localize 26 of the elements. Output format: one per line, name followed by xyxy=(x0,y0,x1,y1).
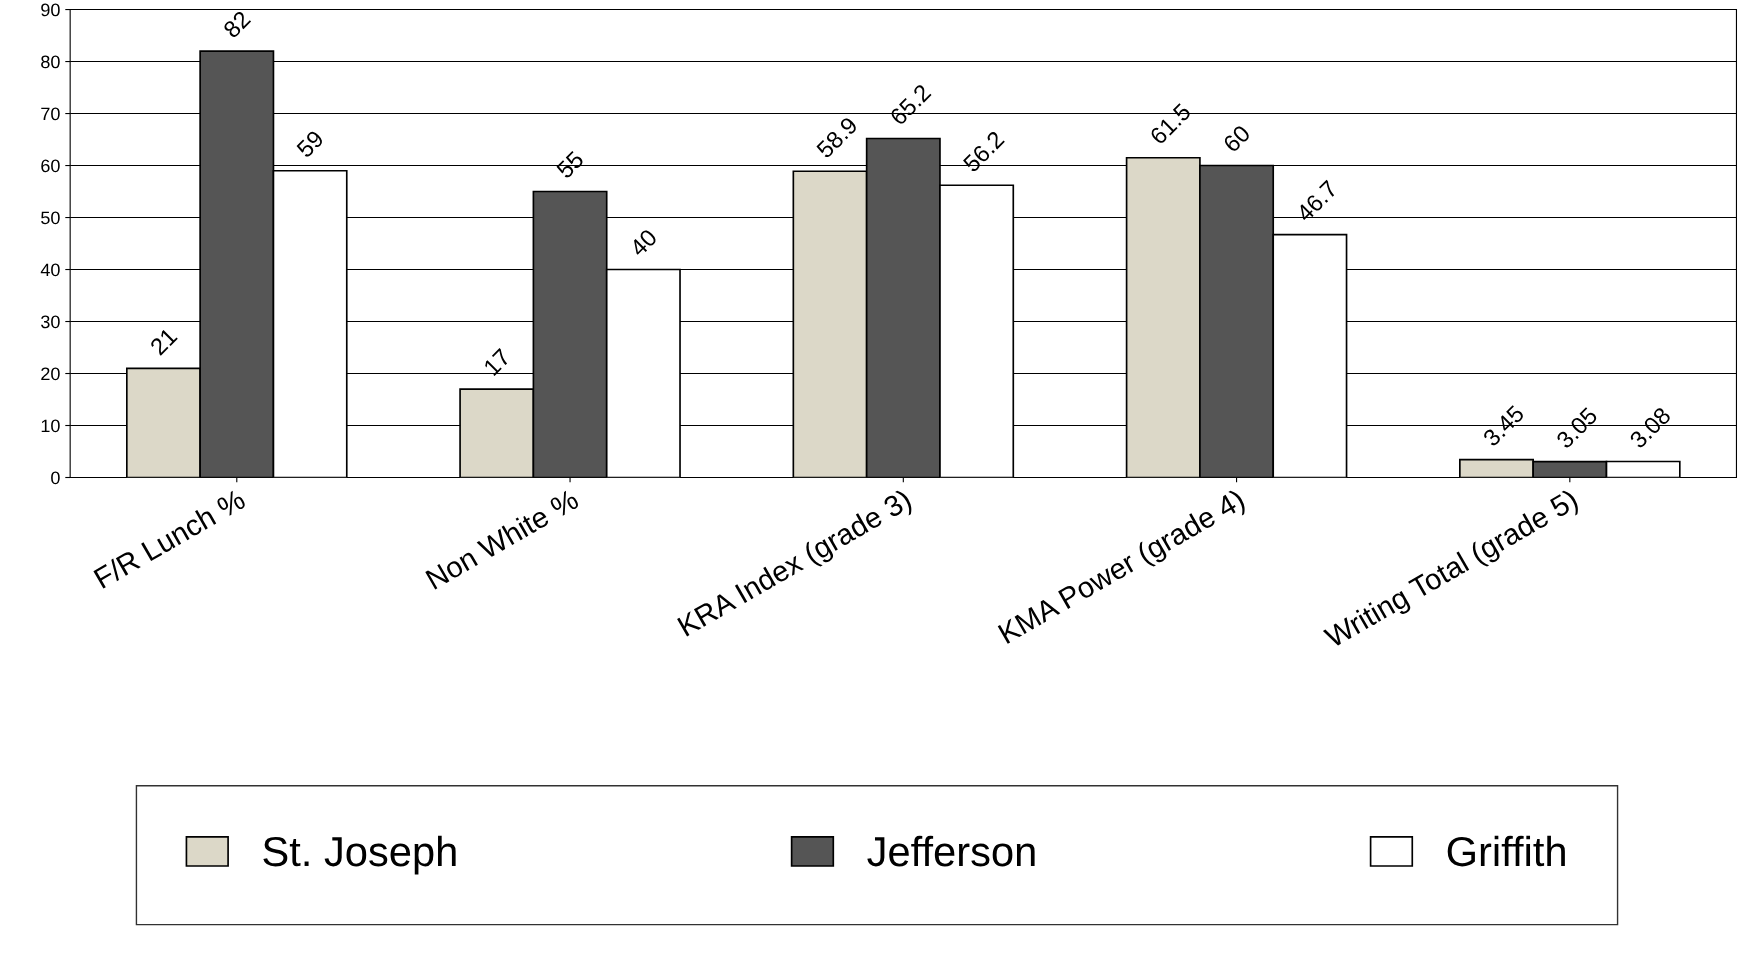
data-label: 56.2 xyxy=(962,130,1005,173)
data-label: 82 xyxy=(222,9,252,39)
y-tick-label: 90 xyxy=(41,3,60,17)
y-tick-label: 10 xyxy=(41,419,60,433)
y-tick-label: 80 xyxy=(41,55,60,69)
data-label: 55 xyxy=(555,150,585,180)
y-tick-label: 60 xyxy=(41,159,60,173)
data-label: 46.7 xyxy=(1295,179,1339,223)
data-label: 3.08 xyxy=(1628,406,1672,450)
x-tick-label: Non White % xyxy=(424,487,580,590)
y-tick-label: 30 xyxy=(41,315,60,329)
data-label: 59 xyxy=(295,129,325,159)
data-label: 40 xyxy=(628,228,658,258)
data-label: 61.5 xyxy=(1148,102,1192,146)
data-label: 60 xyxy=(1222,124,1252,154)
legend-label: St. Joseph xyxy=(263,835,456,875)
data-label: 21 xyxy=(149,327,178,356)
legend-label: Griffith xyxy=(1447,835,1565,867)
data-label: 58.9 xyxy=(815,116,859,159)
y-tick-label: 0 xyxy=(51,471,60,485)
data-label: 17 xyxy=(483,348,511,377)
y-tick-label: 40 xyxy=(40,263,60,277)
y-tick-label: 70 xyxy=(41,107,60,121)
y-tick-label: 50 xyxy=(41,211,60,225)
legend-label: Jefferson xyxy=(867,835,1035,867)
y-tick-label: 20 xyxy=(41,367,60,381)
